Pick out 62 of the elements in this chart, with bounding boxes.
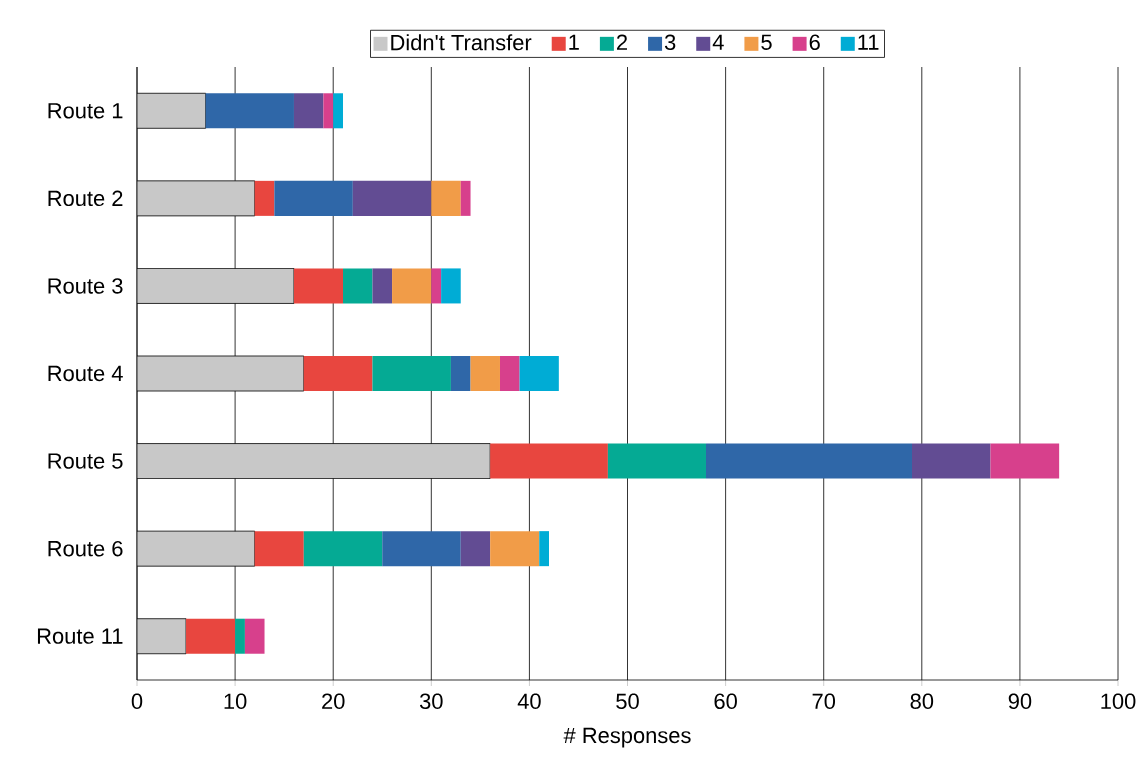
x-tick-label: 40 (517, 693, 541, 710)
bar (293, 93, 324, 129)
bar (705, 443, 912, 479)
x-tick-label: 0 (131, 693, 143, 710)
y-tick-label: Route 11 (37, 628, 123, 644)
bar (352, 180, 432, 216)
bar (431, 268, 442, 304)
bar (205, 93, 294, 129)
bar (490, 443, 608, 479)
y-tick-label: Route 2 (48, 190, 123, 207)
y-tick-label: Route 3 (48, 278, 123, 294)
x-axis-title: # Responses (563, 727, 691, 748)
x-tick-label: 10 (224, 693, 247, 710)
legend-label: 5 (761, 34, 772, 50)
bar (235, 618, 245, 654)
bar (499, 355, 520, 392)
legend-label: 6 (809, 34, 820, 51)
bar (372, 268, 393, 304)
y-tick-label: Route 6 (48, 540, 123, 557)
bar (293, 268, 344, 304)
bar (274, 180, 353, 216)
x-tick-label: 50 (616, 693, 639, 710)
y-tick-label: Route 1 (48, 103, 123, 119)
bar (450, 355, 471, 392)
bar (490, 531, 540, 567)
legend-label: 1 (569, 34, 579, 50)
legend-label: Didn't Transfer (391, 34, 532, 51)
bar (254, 180, 275, 216)
bar (441, 268, 461, 304)
bar (607, 443, 706, 479)
x-tick-label: 70 (812, 693, 836, 710)
legend-label: 2 (616, 34, 627, 50)
bar (912, 443, 991, 479)
bar (186, 618, 236, 654)
x-tick-label: 60 (714, 693, 737, 710)
x-tick-label: 90 (1008, 693, 1032, 710)
bar (254, 531, 304, 567)
bar (519, 355, 559, 392)
bar (990, 443, 1060, 479)
x-tick-label: 100 (1101, 693, 1136, 710)
bar (460, 180, 471, 216)
y-tick-label: Route 4 (48, 365, 123, 382)
bar (303, 355, 373, 392)
bar (470, 355, 500, 392)
bar (431, 180, 461, 216)
bar (244, 618, 265, 654)
legend-label: 3 (664, 34, 676, 51)
bar (343, 268, 373, 304)
y-tick-label: Route 5 (48, 453, 123, 469)
x-tick-label: 20 (322, 693, 345, 710)
x-tick-label: 80 (910, 693, 934, 710)
bar (333, 93, 344, 129)
bar (382, 531, 461, 567)
x-tick-label: 30 (419, 693, 443, 710)
bar (323, 93, 334, 129)
bar (460, 531, 491, 567)
bar (372, 355, 451, 392)
legend-label: 4 (712, 34, 724, 50)
bar (303, 531, 383, 567)
bar (392, 268, 432, 304)
bar (539, 531, 550, 567)
legend-label: 11 (858, 34, 879, 50)
